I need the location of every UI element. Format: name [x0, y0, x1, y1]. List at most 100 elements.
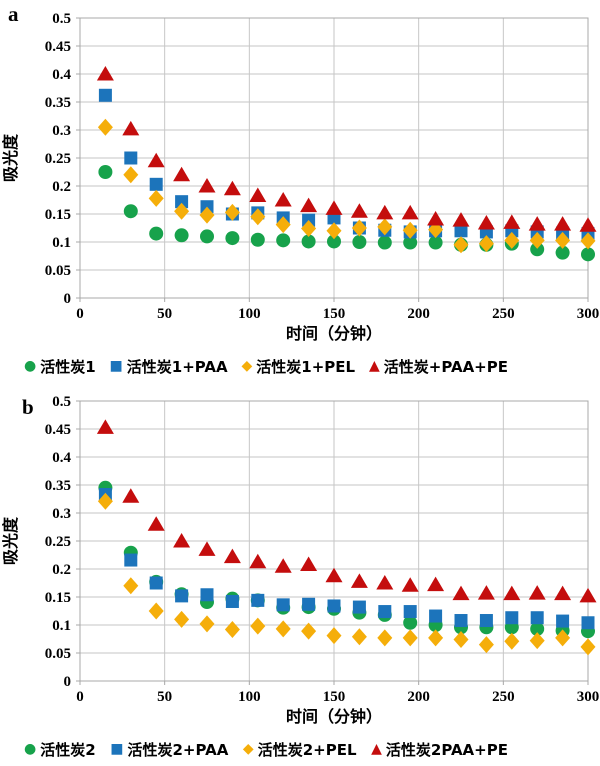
data-point-square: [149, 576, 163, 590]
x-tick-label: 300: [577, 306, 600, 322]
data-point-square: [276, 598, 290, 612]
x-tick-label: 0: [76, 689, 84, 705]
triangle-legend-icon: ▲: [371, 741, 382, 757]
chart-b-legend: ● 活性炭2 ■ 活性炭2+PAA ◆ 活性炭2+PEL ▲ 活性炭2PAA+PE: [0, 735, 600, 763]
data-point-triangle: [122, 488, 140, 503]
data-point-square: [479, 614, 493, 628]
data-point-triangle: [579, 587, 597, 603]
data-point-diamond: [250, 208, 266, 226]
y-tick-label: 0.3: [52, 506, 71, 522]
data-point-triangle: [477, 585, 495, 600]
data-point-circle: [123, 204, 138, 219]
data-point-square: [175, 589, 189, 603]
data-point-diamond: [478, 636, 494, 654]
data-point-diamond: [250, 617, 266, 635]
y-axis-title: 吸光度: [1, 516, 20, 565]
data-point-triangle: [249, 187, 267, 203]
data-point-circle: [149, 226, 164, 241]
diamond-legend-icon: ◆: [241, 358, 253, 374]
legend-item: ◆ 活性炭1+PEL: [242, 356, 356, 377]
x-tick-label: 200: [407, 306, 430, 322]
data-point-triangle: [554, 585, 572, 601]
data-point-diamond: [301, 220, 317, 238]
data-point-diamond: [377, 629, 393, 647]
diamond-legend-icon: ◆: [242, 741, 254, 757]
y-tick-label: 0.4: [52, 67, 71, 83]
data-point-circle: [403, 235, 418, 250]
data-point-square: [454, 224, 468, 238]
x-tick-label: 250: [492, 306, 515, 322]
legend-item: ▲ 活性炭+PAA+PE: [369, 356, 508, 377]
data-point-square: [505, 611, 519, 625]
data-point-diamond: [275, 216, 291, 234]
data-point-diamond: [224, 203, 240, 221]
x-axis-title: 时间（分钟）: [286, 707, 382, 726]
y-tick-label: 0.5: [52, 11, 71, 27]
x-tick-label: 200: [407, 689, 430, 705]
data-point-triangle: [173, 533, 191, 548]
data-point-diamond: [199, 206, 215, 224]
legend-item: ■ 活性炭2+PAA: [110, 739, 228, 760]
data-point-diamond: [555, 629, 571, 647]
data-point-square: [378, 605, 392, 619]
chart-a-canvas: 0 0.05 0.1 0.15 0.2 0.25 0.3 0.35 0.4 0.45 0.5 0 50 1…: [1, 11, 600, 343]
square-legend-icon: ■: [109, 358, 123, 374]
data-point-square: [530, 611, 544, 625]
y-tick-label: 0: [64, 291, 72, 307]
y-tick-label: 0.25: [45, 151, 71, 167]
circle-legend-icon: ●: [24, 358, 37, 374]
data-point-square: [251, 593, 265, 607]
chart-a-legend: ● 活性炭1 ■ 活性炭1+PAA ◆ 活性炭1+PEL ▲ 活性炭+PAA+PE: [0, 352, 600, 380]
data-point-square: [124, 151, 138, 165]
legend-item: ■ 活性炭1+PAA: [110, 356, 228, 377]
triangle-legend-icon: ▲: [369, 358, 380, 374]
legend-item: ● 活性炭2: [24, 739, 96, 760]
legend-label: 活性炭2PAA+PE: [385, 740, 508, 759]
y-tick-label: 0.2: [52, 179, 71, 195]
data-point-square: [581, 616, 595, 630]
data-point-diamond: [504, 231, 520, 249]
data-point-diamond: [123, 577, 139, 595]
data-point-diamond: [174, 610, 190, 628]
data-point-square: [149, 177, 163, 191]
panel-label-b: b: [22, 395, 34, 419]
plot-border: [79, 400, 589, 682]
data-point-circle: [301, 234, 316, 249]
chart-b-canvas: 0 0.05 0.1 0.15 0.2 0.25 0.3 0.35 0.4 0.45 0.5 0 50 1…: [1, 394, 599, 726]
x-tick-label: 150: [323, 306, 346, 322]
data-point-triangle: [274, 192, 292, 207]
data-point-triangle: [350, 573, 368, 588]
y-tick-label: 0.2: [52, 562, 71, 578]
legend-label: 活性炭2+PAA: [127, 740, 229, 759]
data-point-diamond: [148, 189, 164, 207]
x-tick-label: 150: [323, 689, 346, 705]
data-point-diamond: [580, 638, 596, 656]
data-point-square: [225, 594, 239, 608]
data-point-diamond: [199, 615, 215, 633]
data-point-square: [403, 605, 417, 619]
legend-label: 活性炭1+PEL: [256, 357, 356, 376]
data-point-diamond: [351, 219, 367, 237]
data-point-circle: [581, 247, 595, 262]
data-point-square: [327, 599, 341, 613]
data-point-circle: [225, 231, 240, 246]
data-point-square: [302, 597, 316, 611]
chart-panel-a: a 0 0.05 0.1 0.15 0.2 0.25 0.3 0.35 0.4 0.45 0.5 0 5…: [0, 2, 600, 380]
data-point-square: [454, 614, 468, 628]
data-point-diamond: [478, 235, 494, 253]
data-point-triangle: [477, 214, 495, 230]
data-point-circle: [352, 235, 367, 249]
plot-border: [79, 17, 589, 299]
data-point-triangle: [223, 548, 241, 564]
y-tick-label: 0.5: [52, 394, 71, 410]
data-point-triangle: [528, 585, 546, 600]
data-point-triangle: [350, 203, 368, 218]
data-point-triangle: [376, 575, 394, 590]
data-point-diamond: [402, 629, 418, 647]
data-point-circle: [276, 233, 291, 248]
x-tick-label: 0: [76, 306, 84, 322]
data-point-triangle: [503, 214, 521, 229]
data-point-square: [124, 553, 138, 567]
data-point-diamond: [529, 632, 545, 650]
